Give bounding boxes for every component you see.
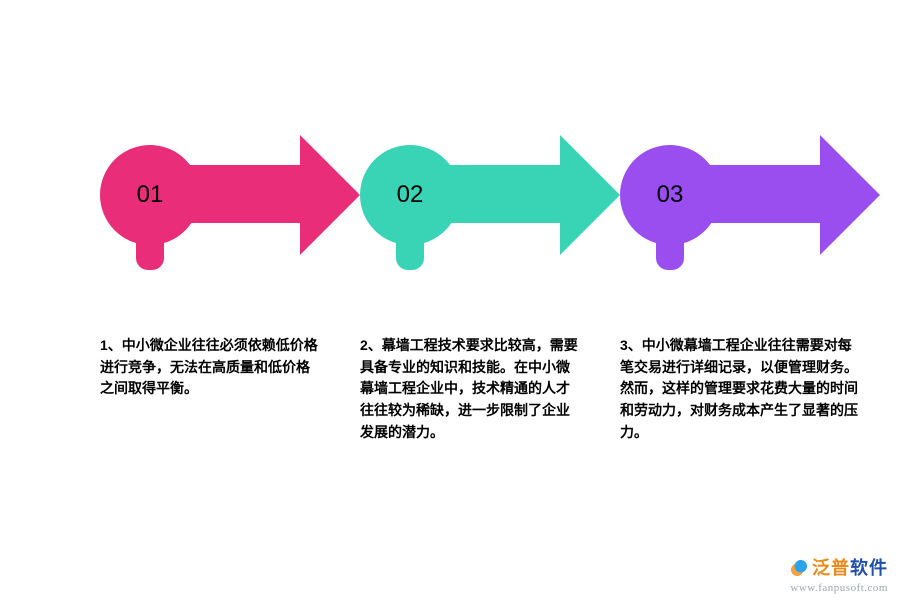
step-1-arrow-head-icon <box>300 135 360 255</box>
step-1-description: 1、中小微企业往往必须依赖低价格进行竞争，无法在高质量和低价格之间取得平衡。 <box>100 335 320 400</box>
step-1-label: 01 <box>137 181 164 209</box>
watermark-logo-icon <box>790 559 808 577</box>
watermark-brand-suffix: 软件 <box>850 558 888 578</box>
step-3-arrow-head-icon <box>820 135 880 255</box>
step-1-arrow-shaft <box>190 165 300 223</box>
step-3-label: 03 <box>657 181 684 209</box>
step-1-circle: 01 <box>100 145 200 245</box>
watermark-url: www.fanpusoft.com <box>790 582 888 594</box>
step-2-circle: 02 <box>360 145 460 245</box>
step-3-arrow-shaft <box>710 165 820 223</box>
step-3-description: 3、中小微幕墙工程企业往往需要对每笔交易进行详细记录，以便管理财务。然而，这样的… <box>620 335 860 443</box>
step-2-label: 02 <box>397 181 424 209</box>
step-3-circle: 03 <box>620 145 720 245</box>
watermark-brand-prefix: 泛普 <box>812 558 850 578</box>
watermark-brand: 泛普软件 <box>790 554 888 580</box>
step-2-arrow-shaft <box>450 165 560 223</box>
step-2-arrow-head-icon <box>560 135 620 255</box>
step-2-description: 2、幕墙工程技术要求比较高，需要具备专业的知识和技能。在中小微幕墙工程企业中，技… <box>360 335 580 443</box>
watermark: 泛普软件 www.fanpusoft.com <box>790 554 888 594</box>
infographic-canvas: 01 1、中小微企业往往必须依赖低价格进行竞争，无法在高质量和低价格之间取得平衡… <box>0 0 900 600</box>
